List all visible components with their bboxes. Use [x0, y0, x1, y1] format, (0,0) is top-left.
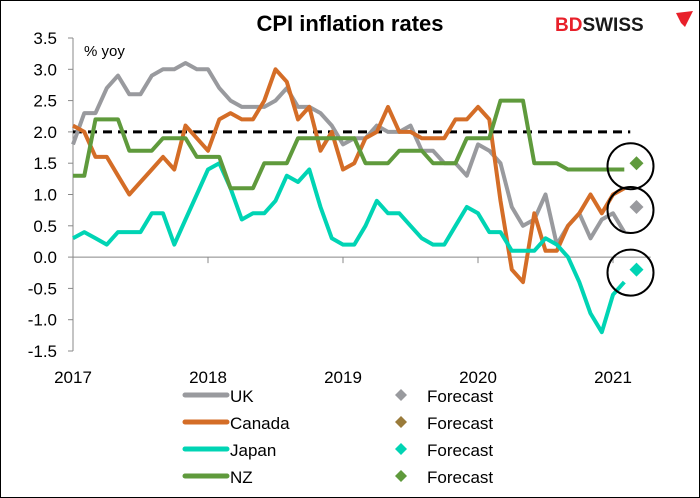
- legend-label-uk: UK: [230, 387, 254, 406]
- legend-forecast-marker-japan: [395, 443, 407, 455]
- brand-logo-flag-icon: [676, 11, 693, 27]
- forecast-marker-uk: [629, 200, 644, 215]
- legend-label-japan: Japan: [230, 441, 276, 460]
- legend-forecast-label: Forecast: [427, 387, 493, 406]
- y-tick-label: -1.0: [28, 311, 57, 330]
- y-tick-label: 3.0: [33, 60, 57, 79]
- y-tick-label: 2.5: [33, 92, 57, 111]
- brand-logo: BDSWISS: [555, 11, 693, 36]
- legend-forecast-label: Forecast: [427, 441, 493, 460]
- y-tick-label: -0.5: [28, 279, 57, 298]
- x-tick-label: 2017: [54, 368, 92, 387]
- y-axis-label: % yoy: [84, 43, 125, 60]
- x-tick-label: 2019: [324, 368, 362, 387]
- forecast-highlight-circle: [606, 142, 655, 191]
- y-tick-label: 1.0: [33, 186, 57, 205]
- y-tick-label: 0.5: [33, 217, 57, 236]
- series-line-uk: [71, 61, 627, 247]
- y-tick-label: 3.5: [33, 29, 57, 48]
- legend-forecast-label: Forecast: [427, 468, 493, 487]
- x-tick-label: 2018: [189, 368, 227, 387]
- forecast-marker-japan: [629, 262, 644, 277]
- series-line-canada: [72, 67, 626, 285]
- series-line-japan: [72, 161, 626, 335]
- forecast-highlight-circle: [606, 248, 655, 297]
- y-tick-label: 2.0: [33, 123, 57, 142]
- x-tick-label: 2021: [594, 368, 632, 387]
- legend-forecast-marker-nz: [395, 470, 407, 482]
- series-line-nz: [73, 98, 625, 191]
- y-tick-label: 0.0: [33, 248, 57, 267]
- legend-label-canada: Canada: [230, 414, 290, 433]
- legend-forecast-marker-canada: [395, 416, 407, 428]
- y-tick-label: 1.5: [33, 154, 57, 173]
- legend-forecast-label: Forecast: [427, 414, 493, 433]
- brand-logo-text: BDSWISS: [555, 15, 644, 36]
- legend-label-nz: NZ: [230, 468, 253, 487]
- y-tick-label: -1.5: [28, 342, 57, 361]
- legend-forecast-marker-uk: [395, 389, 407, 401]
- forecast-marker-nz: [629, 156, 644, 171]
- x-tick-label: 2020: [459, 368, 497, 387]
- forecast-highlight-circle: [606, 186, 655, 235]
- chart-title: CPI inflation rates: [256, 11, 443, 36]
